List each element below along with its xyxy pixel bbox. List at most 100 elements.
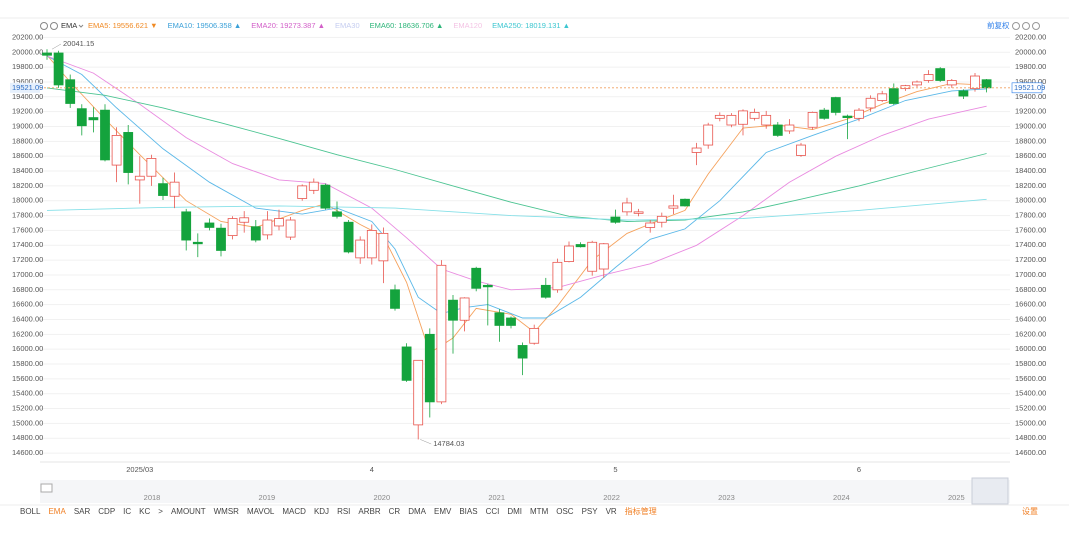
y-tick-label-right: 16400.00 — [1015, 314, 1046, 323]
ema-line — [46, 198, 987, 221]
y-tick-label: 18800.00 — [12, 136, 43, 145]
candle-body — [471, 267, 482, 289]
indicator-tab[interactable]: DMA — [408, 507, 426, 516]
y-tick-label: 15000.00 — [12, 418, 43, 427]
candle-body — [285, 219, 296, 238]
indicator-tab[interactable]: IC — [123, 507, 131, 516]
candle-body — [564, 245, 574, 262]
indicator-tab[interactable]: CDP — [98, 507, 115, 516]
adjust-mode[interactable]: 前复权 — [987, 20, 1010, 30]
legend-item[interactable]: EMA120 — [453, 21, 482, 30]
settings-icon[interactable] — [40, 22, 48, 30]
indicator-tab[interactable]: CR — [389, 507, 401, 516]
candle-body — [517, 345, 528, 359]
indicator-tab[interactable]: BIAS — [459, 507, 477, 516]
candle-body — [308, 181, 319, 191]
indicator-tab[interactable]: PSY — [582, 507, 599, 516]
y-tick-label: 17400.00 — [12, 240, 43, 249]
navigator-year: 2022 — [603, 493, 620, 502]
candle-body — [738, 110, 748, 125]
legend-item[interactable]: EMA250: 18019.131 ▲ — [492, 21, 570, 30]
indicator-tab[interactable]: KDJ — [314, 507, 329, 516]
indicator-tab[interactable]: SAR — [74, 507, 91, 516]
indicator-tab[interactable]: EMA — [48, 507, 66, 516]
candle-body — [448, 299, 458, 321]
x-tick-label: 2025/03 — [126, 465, 153, 474]
y-tick-label: 17800.00 — [12, 211, 43, 220]
ema-line — [46, 55, 987, 291]
candle-body — [250, 226, 261, 241]
indicator-dropdown[interactable] — [78, 24, 84, 28]
navigator[interactable] — [40, 480, 1010, 503]
reset-icon[interactable] — [1012, 22, 1020, 30]
candle-body — [668, 205, 679, 209]
candle-body — [343, 221, 354, 253]
candle-body — [42, 52, 52, 56]
y-tick-label: 20200.00 — [12, 32, 43, 41]
candle-body — [332, 211, 342, 217]
candle-body — [691, 147, 702, 153]
candle-body — [53, 52, 64, 86]
indicator-tab[interactable]: MTM — [530, 507, 549, 516]
indicator-tab[interactable]: MAVOL — [247, 507, 275, 516]
candle-body — [181, 211, 192, 241]
candle-body — [424, 333, 435, 403]
indicator-tab[interactable]: RSI — [337, 507, 350, 516]
candle-body — [297, 185, 308, 199]
candle-body — [158, 183, 168, 196]
candle-body — [216, 227, 226, 251]
indicator-tab[interactable]: CCI — [486, 507, 500, 516]
y-tick-label-right: 20200.00 — [1015, 32, 1046, 41]
y-tick-label: 17000.00 — [12, 270, 43, 279]
candle-body — [134, 175, 145, 181]
legend-item[interactable]: EMA30 — [335, 21, 360, 30]
indicator-tab[interactable]: > — [158, 507, 163, 516]
indicator-tab[interactable]: BOLL — [20, 507, 41, 516]
ema-line — [46, 87, 987, 222]
indicator-tab[interactable]: DMI — [507, 507, 522, 516]
y-tick-label-right: 19400.00 — [1015, 92, 1046, 101]
indicator-tab[interactable]: VR — [606, 507, 617, 516]
y-tick-label-right: 19800.00 — [1015, 62, 1046, 71]
y-tick-label-right: 15800.00 — [1015, 359, 1046, 368]
indicator-name[interactable]: EMA — [61, 21, 77, 30]
legend-item[interactable]: EMA20: 19273.387 ▲ — [251, 21, 325, 30]
y-tick-label: 15200.00 — [12, 404, 43, 413]
settings-tab[interactable]: 设置 — [1022, 506, 1038, 516]
candle-body — [622, 202, 632, 213]
candle-body — [204, 222, 215, 228]
y-tick-label: 19000.00 — [12, 121, 43, 130]
candle-body — [436, 264, 447, 403]
indicator-tab[interactable]: ARBR — [358, 507, 380, 516]
candle-body — [865, 97, 876, 109]
y-tick-label: 15800.00 — [12, 359, 43, 368]
indicator-tab[interactable]: AMOUNT — [171, 507, 206, 516]
y-tick-label: 17200.00 — [12, 255, 43, 264]
y-tick-label-right: 18400.00 — [1015, 166, 1046, 175]
candle-body — [714, 114, 725, 119]
candle-body — [390, 289, 400, 309]
zoom-in-icon[interactable] — [1032, 22, 1040, 30]
candle-body — [981, 79, 992, 89]
zoom-out-icon[interactable] — [1022, 22, 1030, 30]
y-tick-label: 17600.00 — [12, 225, 43, 234]
navigator-handle[interactable] — [40, 483, 53, 493]
hide-icon[interactable] — [50, 22, 58, 30]
indicator-tab[interactable]: KC — [139, 507, 150, 516]
ema-line — [46, 54, 987, 354]
indicator-tab[interactable]: OSC — [556, 507, 574, 516]
candle-body — [482, 284, 493, 288]
indicator-tab[interactable]: 指标管理 — [625, 506, 657, 516]
candle-body — [749, 111, 760, 119]
indicator-tab[interactable]: WMSR — [214, 507, 240, 516]
y-tick-label-right: 16800.00 — [1015, 285, 1046, 294]
legend-item[interactable]: EMA60: 18636.706 ▲ — [370, 21, 444, 30]
y-tick-label: 16800.00 — [12, 285, 43, 294]
legend-item[interactable]: EMA5: 19556.621 ▼ — [88, 21, 158, 30]
navigator-year: 2025 — [948, 493, 965, 502]
legend-item[interactable]: EMA10: 19506.358 ▲ — [168, 21, 242, 30]
indicator-tab[interactable]: MACD — [282, 507, 306, 516]
indicator-tab[interactable]: EMV — [434, 507, 452, 516]
navigator-window[interactable] — [971, 477, 1009, 505]
